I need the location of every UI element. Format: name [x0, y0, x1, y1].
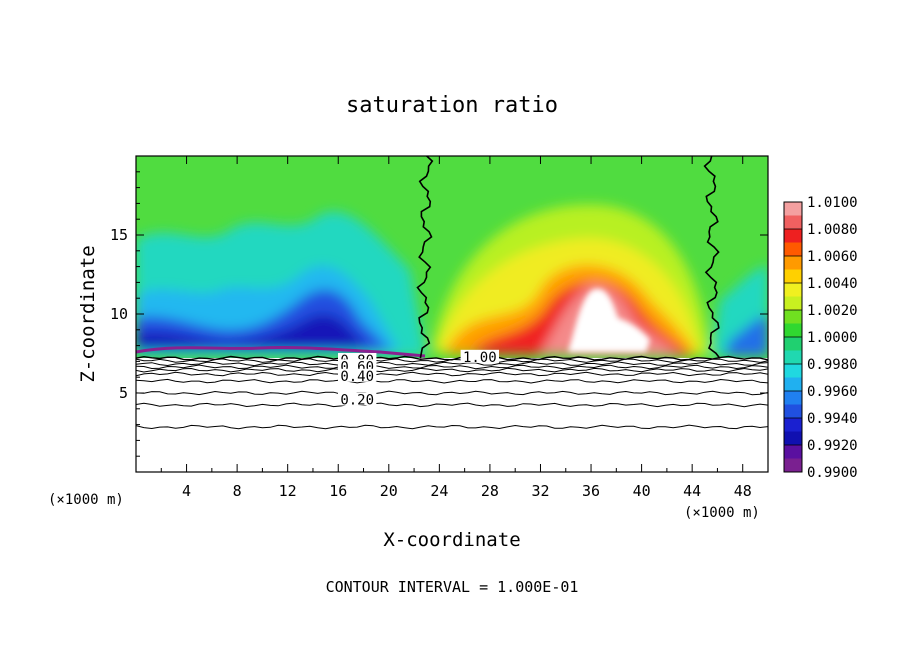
- x-tick-label: 40: [633, 482, 651, 500]
- colorbar-label: 0.9900: [807, 465, 858, 481]
- contour-line: [136, 402, 768, 408]
- contour-label: 1.00: [463, 350, 497, 366]
- contour-line: [136, 361, 768, 367]
- colorbar-swatch: [784, 458, 802, 473]
- colorbar-label: 0.9980: [807, 357, 858, 373]
- contour-line: [136, 424, 768, 430]
- contour-lines: [136, 355, 768, 430]
- contour-line: [136, 364, 768, 370]
- colorbar-swatch: [784, 404, 802, 419]
- x-tick-label: 4: [182, 482, 191, 500]
- colorbar-label: 1.0020: [807, 303, 858, 319]
- contour-labels: 1.000.800.600.400.20: [338, 349, 500, 408]
- colorbar-label: 1.0060: [807, 249, 858, 265]
- colorbar-swatch: [784, 296, 802, 311]
- colorbar-label: 0.9920: [807, 438, 858, 454]
- colorbar-swatch: [784, 323, 802, 338]
- x-tick-label: 12: [279, 482, 297, 500]
- contour-label: 0.20: [340, 392, 374, 408]
- x-axis-label: X-coordinate: [383, 529, 520, 551]
- x-unit-left: (×1000 m): [48, 492, 124, 508]
- colorbar-swatch: [784, 350, 802, 365]
- x-tick-label: 8: [233, 482, 242, 500]
- colorbar-swatch: [784, 242, 802, 257]
- field-center-core: [568, 288, 650, 352]
- y-tick-label: 15: [110, 226, 128, 244]
- x-tick-label: 48: [734, 482, 752, 500]
- colorbar-swatch: [784, 377, 802, 392]
- contour-line: [136, 367, 768, 373]
- contour-label: 0.40: [340, 369, 374, 385]
- boundary-line: [703, 156, 721, 359]
- field-below-base: [136, 358, 768, 472]
- contour-label-bg: [460, 349, 500, 363]
- colorbar-swatch: [784, 310, 802, 324]
- y-axis-label: Z-coordinate: [77, 245, 99, 382]
- field-left-darkblue: [136, 314, 370, 350]
- colorbar-swatch: [784, 229, 802, 243]
- boundary-line: [416, 156, 434, 359]
- contour-line: [136, 390, 768, 396]
- x-tick-label: 20: [380, 482, 398, 500]
- field-base-rim: [136, 345, 426, 358]
- x-tick-label: 24: [430, 482, 448, 500]
- colorbar-swatch: [784, 256, 802, 270]
- y-tick-label: 5: [119, 384, 128, 402]
- colorbar-swatch: [784, 202, 802, 216]
- contour-line: [136, 358, 768, 364]
- colorbar-label: 1.0000: [807, 330, 858, 346]
- colorbar-swatch: [784, 269, 802, 284]
- colorbar-swatch: [784, 418, 802, 432]
- x-tick-label: 32: [531, 482, 549, 500]
- contour-label-bg: [338, 392, 377, 406]
- colorbar: 1.0100 1.0080 1.0060 1.0040 1.0020 1.0000 0.99…: [783, 195, 858, 481]
- y-tick-label: 10: [110, 305, 128, 323]
- contour-line: [136, 378, 768, 384]
- colorbar-label: 1.0080: [807, 222, 858, 238]
- field-right-blue: [724, 315, 768, 356]
- colorbar-swatch: [784, 364, 802, 378]
- colorbar-label: 0.9960: [807, 384, 858, 400]
- contour-interval-note: CONTOUR INTERVAL = 1.000E-01: [326, 578, 579, 596]
- colorbar-swatch: [784, 431, 802, 446]
- boundary-lines: [416, 156, 721, 359]
- colorbar-swatch: [784, 215, 802, 230]
- x-tick-label: 28: [481, 482, 499, 500]
- chart-title: saturation ratio: [346, 93, 558, 118]
- colorbar-swatch: [784, 445, 802, 459]
- colorbar-label: 1.0100: [807, 195, 858, 211]
- plot-area: [136, 156, 768, 472]
- colorbar-label: 1.0040: [807, 276, 858, 292]
- x-tick-label: 36: [582, 482, 600, 500]
- x-tick-label: 16: [329, 482, 347, 500]
- colorbar-swatch: [784, 391, 802, 405]
- x-tick-label: 44: [683, 482, 701, 500]
- colorbar-label: 0.9940: [807, 411, 858, 427]
- colorbar-swatch: [784, 337, 802, 351]
- colorbar-swatch: [784, 283, 802, 297]
- contour-label-bg: [338, 368, 377, 382]
- contour-line: [136, 371, 768, 377]
- x-unit-right: (×1000 m): [684, 505, 760, 521]
